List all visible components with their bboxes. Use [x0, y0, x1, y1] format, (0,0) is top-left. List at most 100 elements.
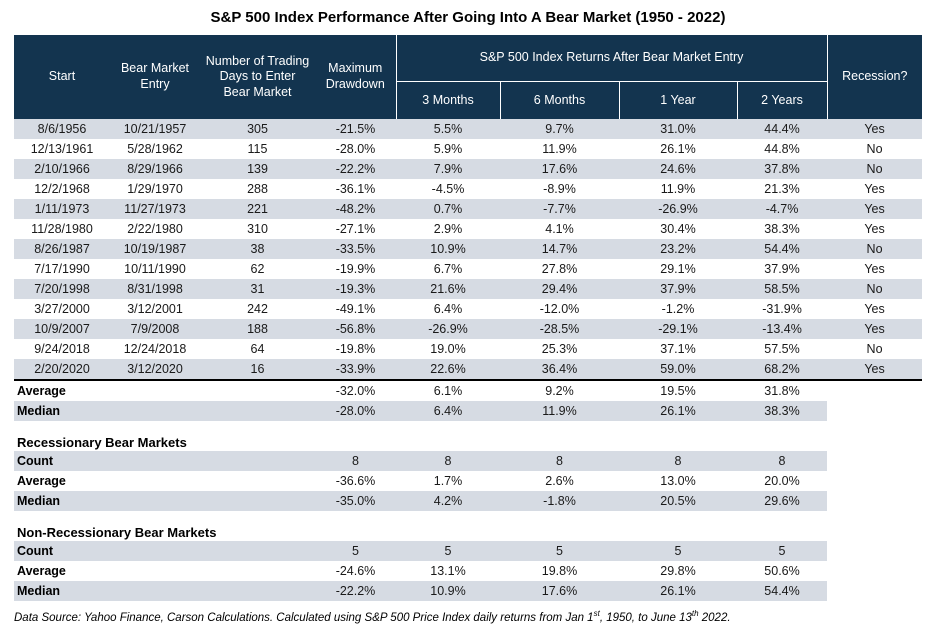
- table-row: 8/6/1956 10/21/1957 305 -21.5% 5.5% 9.7% 31.0%…: [14, 119, 923, 139]
- col-header-3-months: 3 Months: [395, 81, 500, 119]
- footnote: Data Source: Yahoo Finance, Carson Calcu…: [14, 609, 936, 624]
- table-cell: Yes: [864, 262, 885, 276]
- col-header-6-months: 6 Months: [499, 81, 619, 119]
- section-title: Non-Recessionary Bear Markets: [14, 523, 923, 541]
- table-cell: 10.9%: [396, 239, 500, 259]
- stat-row-label: Count: [14, 451, 315, 471]
- table-cell: 27.8%: [541, 262, 578, 276]
- table-cell: 3/27/2000: [34, 302, 90, 316]
- table-cell: 24.6%: [619, 159, 737, 179]
- table-cell: 288: [247, 182, 268, 196]
- table-cell: 31.0%: [619, 119, 737, 139]
- table-cell: 12/24/2018: [123, 342, 187, 356]
- table-cell: 2/10/1966: [14, 159, 110, 179]
- table-cell: -27.1%: [335, 222, 376, 236]
- table-cell: 5/28/1962: [127, 142, 183, 156]
- stat-row: Average -32.0% 6.1% 9.2% 19.5% 31.8%: [14, 379, 923, 401]
- stat-row: Median -22.2% 10.9% 17.6% 26.1% 54.4%: [14, 581, 923, 601]
- table-cell: 21.6%: [396, 279, 500, 299]
- table-cell: 221: [200, 199, 315, 219]
- table-cell: 37.9%: [764, 262, 800, 276]
- table-cell: 8/29/1966: [110, 159, 200, 179]
- page-title: S&P 500 Index Performance After Going In…: [210, 9, 726, 26]
- empty-cell: [827, 491, 923, 511]
- stat-row: Count 5 5 5 5 5: [14, 541, 923, 561]
- table-cell: 58.5%: [737, 279, 828, 299]
- table-cell: 11/27/1973: [110, 199, 200, 219]
- table-cell: -8.9%: [543, 182, 576, 196]
- table-cell: -19.8%: [335, 342, 376, 356]
- table-row: 12/13/1961 5/28/1962 115 -28.0% 5.9% 11.9% 26.…: [14, 139, 922, 159]
- table-cell: -36.6%: [335, 474, 376, 488]
- table-cell: 10/11/1990: [124, 262, 186, 276]
- table-cell: Yes: [827, 319, 923, 339]
- table-cell: 14.7%: [500, 239, 619, 259]
- table-cell: -33.5%: [315, 239, 396, 259]
- bear-market-table: Start Bear Market Entry Number of Tradin…: [14, 35, 923, 601]
- table-body: 8/6/1956 10/21/1957 305 -21.5% 5.5% 9.7% 31.0%…: [14, 119, 923, 601]
- table-cell: 29.8%: [660, 564, 696, 578]
- table-row: 8/26/1987 10/19/1987 38 -33.5% 10.9% 14.7% 23.…: [14, 239, 923, 259]
- spacer-cell: [14, 421, 923, 433]
- table-cell: 29.1%: [660, 262, 696, 276]
- table-cell: -28.0%: [335, 142, 376, 156]
- header-row-top: Start Bear Market Entry Number of Tradin…: [14, 35, 923, 119]
- table-cell: 10/21/1957: [110, 119, 200, 139]
- table-cell: -1.8%: [500, 491, 619, 511]
- table-cell: -35.0%: [315, 491, 396, 511]
- empty-cell: [827, 541, 923, 561]
- col-header-drawdown: Maximum Drawdown: [315, 35, 396, 119]
- col-header-days: Number of Trading Days to Enter Bear Mar…: [200, 35, 315, 119]
- table-cell: 20.5%: [619, 491, 737, 511]
- table-cell: 37.9%: [619, 279, 737, 299]
- table-cell: 16: [200, 359, 315, 380]
- table-cell: 23.2%: [619, 239, 737, 259]
- empty-cell: [827, 451, 923, 471]
- empty-cell: [827, 471, 922, 491]
- table-row: 7/20/1998 8/31/1998 31 -19.3% 21.6% 29.4% 37.9…: [14, 279, 923, 299]
- table-cell: -4.7%: [737, 199, 828, 219]
- table-cell: 0.7%: [396, 199, 500, 219]
- table-cell: 10/9/2007: [14, 319, 110, 339]
- table-cell: -24.6%: [335, 564, 376, 578]
- table-cell: -56.8%: [315, 319, 396, 339]
- table-cell: 8: [500, 451, 619, 471]
- table-row: 1/11/1973 11/27/1973 221 -48.2% 0.7% -7.7% -26…: [14, 199, 923, 219]
- table-cell: 7/9/2008: [110, 319, 200, 339]
- table-cell: 64: [250, 342, 265, 356]
- section-title: Recessionary Bear Markets: [14, 433, 923, 451]
- col-header-entry: Bear Market Entry: [110, 35, 200, 119]
- table-cell: 37.1%: [660, 342, 696, 356]
- spacer-cell: [14, 511, 923, 523]
- table-cell: Yes: [864, 222, 885, 236]
- table-cell: -49.1%: [335, 302, 376, 316]
- table-cell: Yes: [864, 182, 885, 196]
- table-cell: 139: [200, 159, 315, 179]
- table-cell: 36.4%: [500, 359, 619, 380]
- col-header-returns-group: S&P 500 Index Returns After Bear Market …: [395, 35, 828, 82]
- table-cell: Yes: [864, 302, 885, 316]
- table-cell: 10/19/1987: [110, 239, 200, 259]
- spacer-row: [14, 421, 923, 433]
- empty-cell: [827, 401, 923, 421]
- table-cell: -19.9%: [335, 262, 376, 276]
- table-cell: 50.6%: [764, 564, 800, 578]
- footnote-text: , 1950, to June 13: [599, 611, 692, 624]
- table-cell: 10.9%: [396, 581, 500, 601]
- table-cell: 38.3%: [764, 222, 800, 236]
- table-cell: 2/20/2020: [14, 359, 110, 380]
- table-cell: 8: [619, 451, 737, 471]
- table-cell: 31: [200, 279, 315, 299]
- table-cell: -12.0%: [539, 302, 580, 316]
- table-cell: 6.4%: [433, 302, 463, 316]
- table-cell: 17.6%: [500, 159, 619, 179]
- table-cell: No: [827, 239, 923, 259]
- table-cell: 5.5%: [396, 119, 500, 139]
- spacer-row: [14, 511, 923, 523]
- stat-row: Count 8 8 8 8 8: [14, 451, 923, 471]
- table-cell: No: [827, 159, 923, 179]
- table-row: 11/28/1980 2/22/1980 310 -27.1% 2.9% 4.1% 30.4…: [14, 219, 922, 239]
- table-cell: 26.1%: [660, 142, 696, 156]
- table-cell: 12/13/1961: [30, 142, 94, 156]
- table-cell: 29.4%: [500, 279, 619, 299]
